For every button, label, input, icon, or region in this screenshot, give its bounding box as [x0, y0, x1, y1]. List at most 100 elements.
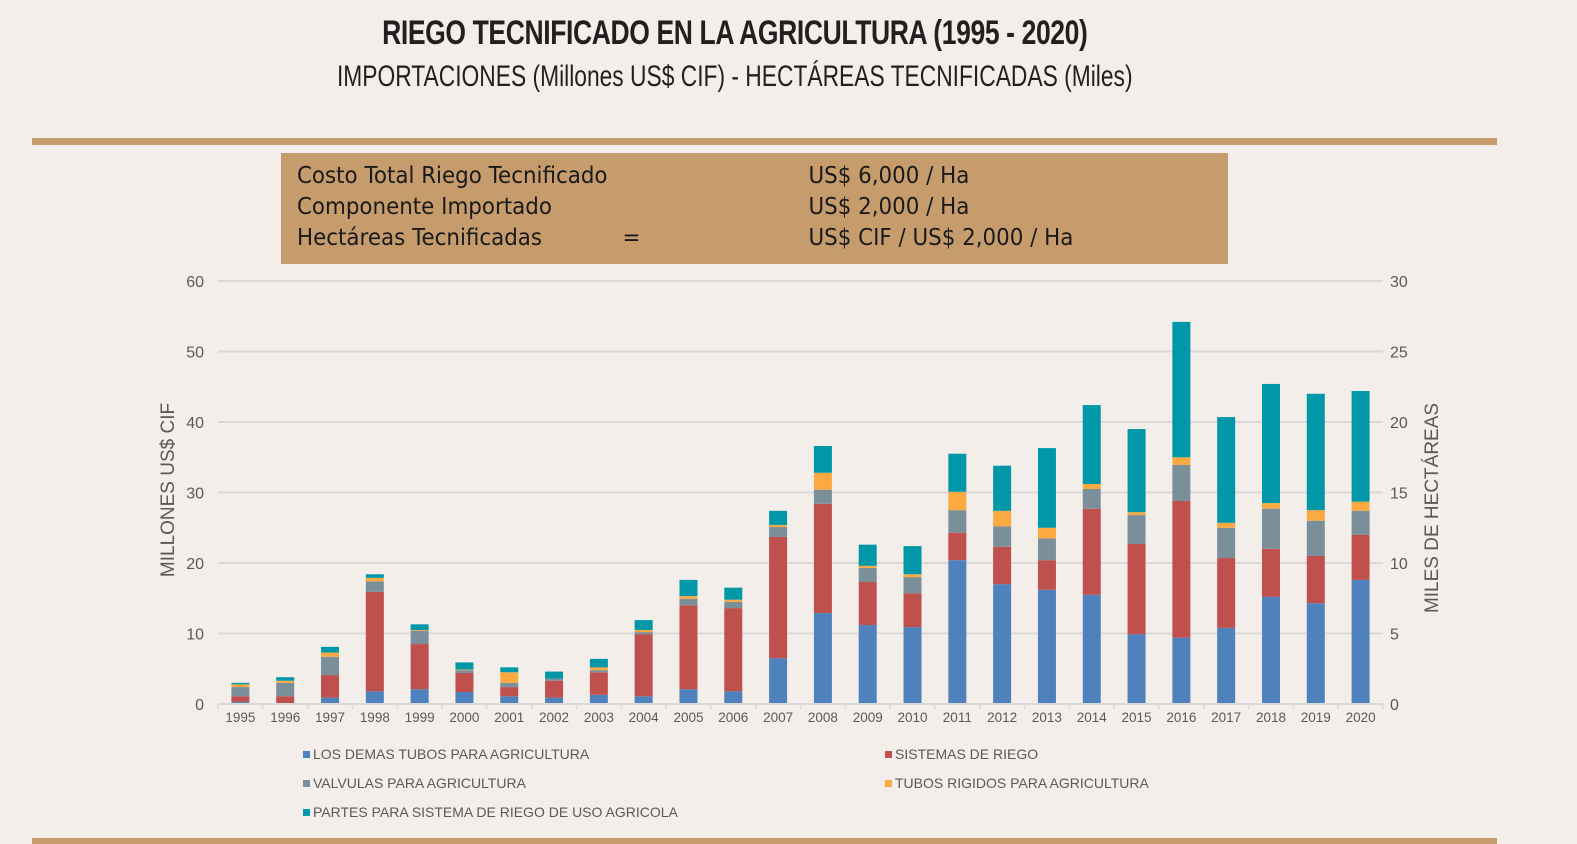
- bar-segment: [993, 510, 1012, 527]
- bar-segment: [1351, 510, 1370, 535]
- info-row: Componente Importado US$ 2,000 / Ha: [297, 194, 969, 220]
- bar-segment: [1351, 390, 1370, 502]
- bar-segment: [1082, 405, 1101, 485]
- bar-segment: [500, 687, 519, 697]
- bar-segment: [1082, 594, 1101, 704]
- bar-segment: [1172, 457, 1191, 466]
- bar-segment: [903, 574, 922, 578]
- y-tick-label: 60: [186, 274, 204, 291]
- bar-segment: [455, 692, 474, 704]
- bar-segment: [589, 658, 608, 668]
- y2-axis-label: MILES DE HECTÁREAS: [1422, 403, 1443, 613]
- y2-tick-label: 5: [1390, 627, 1399, 644]
- info-row: Hectáreas Tecnificadas = US$ CIF / US$ 2…: [297, 225, 1073, 251]
- x-tick-label: 2016: [1166, 710, 1196, 725]
- bar-segment: [365, 691, 384, 704]
- legend-label: TUBOS RIGIDOS PARA AGRICULTURA: [895, 775, 1149, 791]
- bar-segment: [365, 574, 384, 578]
- legend-item: VALVULAS PARA AGRICULTURA: [303, 775, 526, 791]
- bar-segment: [948, 453, 967, 492]
- bar-segment: [500, 667, 519, 673]
- bar-segment: [1037, 527, 1056, 539]
- bar-segment: [813, 472, 832, 490]
- legend-swatch: [303, 809, 310, 816]
- bar-segment: [1172, 500, 1191, 638]
- bar-segment: [589, 694, 608, 704]
- y-tick-label: 10: [186, 627, 204, 644]
- bar-segment: [903, 577, 922, 594]
- bar-segment: [410, 630, 429, 645]
- bar-segment: [679, 579, 698, 597]
- y-tick-label: 20: [186, 556, 204, 573]
- x-tick-label: 2002: [539, 710, 569, 725]
- bar-segment: [589, 667, 608, 671]
- y-axis-label: MILLONES US$ CIF: [158, 403, 179, 577]
- y2-tick-label: 20: [1390, 415, 1408, 432]
- bar-segment: [1261, 596, 1280, 704]
- bar-segment: [1127, 515, 1146, 544]
- x-tick-label: 1995: [225, 710, 255, 725]
- x-tick-label: 2005: [673, 710, 703, 725]
- bar-segment: [679, 689, 698, 704]
- bar-segment: [1306, 393, 1325, 511]
- bar-segment: [1172, 465, 1191, 501]
- bar-segment: [813, 489, 832, 504]
- bar-segment: [769, 524, 788, 528]
- bar-segment: [500, 672, 519, 683]
- bar-segment: [1217, 527, 1236, 559]
- legend-swatch: [303, 780, 310, 787]
- bar-segment: [410, 644, 429, 690]
- top-divider: [32, 138, 1497, 145]
- bar-segment: [321, 646, 340, 653]
- bar-segment: [634, 632, 653, 635]
- x-tick-label: 1996: [270, 710, 300, 725]
- bar-segment: [634, 629, 653, 633]
- bar-segment: [545, 678, 564, 681]
- y-tick-label: 30: [186, 486, 204, 503]
- x-tick-label: 2001: [494, 710, 524, 725]
- bar-segment: [1217, 522, 1236, 528]
- x-tick-label: 1999: [405, 710, 435, 725]
- bar-segment: [1082, 488, 1101, 509]
- bar-segment: [276, 680, 295, 683]
- bar-segment: [1037, 538, 1056, 561]
- x-tick-label: 2000: [449, 710, 479, 725]
- x-tick-label: 2014: [1077, 710, 1108, 725]
- bar-segment: [1261, 383, 1280, 504]
- bottom-divider: [32, 838, 1497, 844]
- bar-segment: [948, 532, 967, 561]
- x-tick-label: 2013: [1032, 710, 1062, 725]
- bar-segment: [993, 546, 1012, 585]
- bar-segment: [545, 671, 564, 679]
- bar-segment: [545, 697, 564, 704]
- bar-segment: [948, 491, 967, 511]
- bar-segment: [276, 682, 295, 697]
- bar-segment: [231, 696, 250, 702]
- bar-segment: [455, 669, 474, 671]
- info-box: Costo Total Riego Tecnificado US$ 6,000 …: [281, 153, 1228, 264]
- x-tick-label: 2019: [1301, 710, 1331, 725]
- bar-segment: [858, 582, 877, 626]
- bar-segment: [634, 620, 653, 630]
- legend-label: VALVULAS PARA AGRICULTURA: [313, 775, 526, 791]
- bar-segment: [724, 601, 743, 609]
- x-tick-label: 1998: [360, 710, 390, 725]
- bar-segment: [1351, 534, 1370, 580]
- info-label: Componente Importado: [297, 194, 552, 220]
- bar-segment: [1306, 510, 1325, 521]
- y-tick-label: 50: [186, 345, 204, 362]
- x-tick-label: 2009: [853, 710, 883, 725]
- x-tick-label: 2011: [943, 710, 972, 725]
- bar-segment: [231, 701, 250, 704]
- info-label: Hectáreas Tecnificadas: [297, 225, 543, 251]
- bar-segment: [1127, 512, 1146, 516]
- x-tick-label: 2010: [897, 710, 927, 725]
- bar-segment: [1306, 603, 1325, 704]
- x-tick-label: 2007: [763, 710, 793, 725]
- x-tick-label: 2004: [629, 710, 660, 725]
- bar-segment: [724, 691, 743, 704]
- legend-swatch: [303, 751, 310, 758]
- bar-segment: [724, 587, 743, 600]
- bar-segment: [724, 599, 743, 602]
